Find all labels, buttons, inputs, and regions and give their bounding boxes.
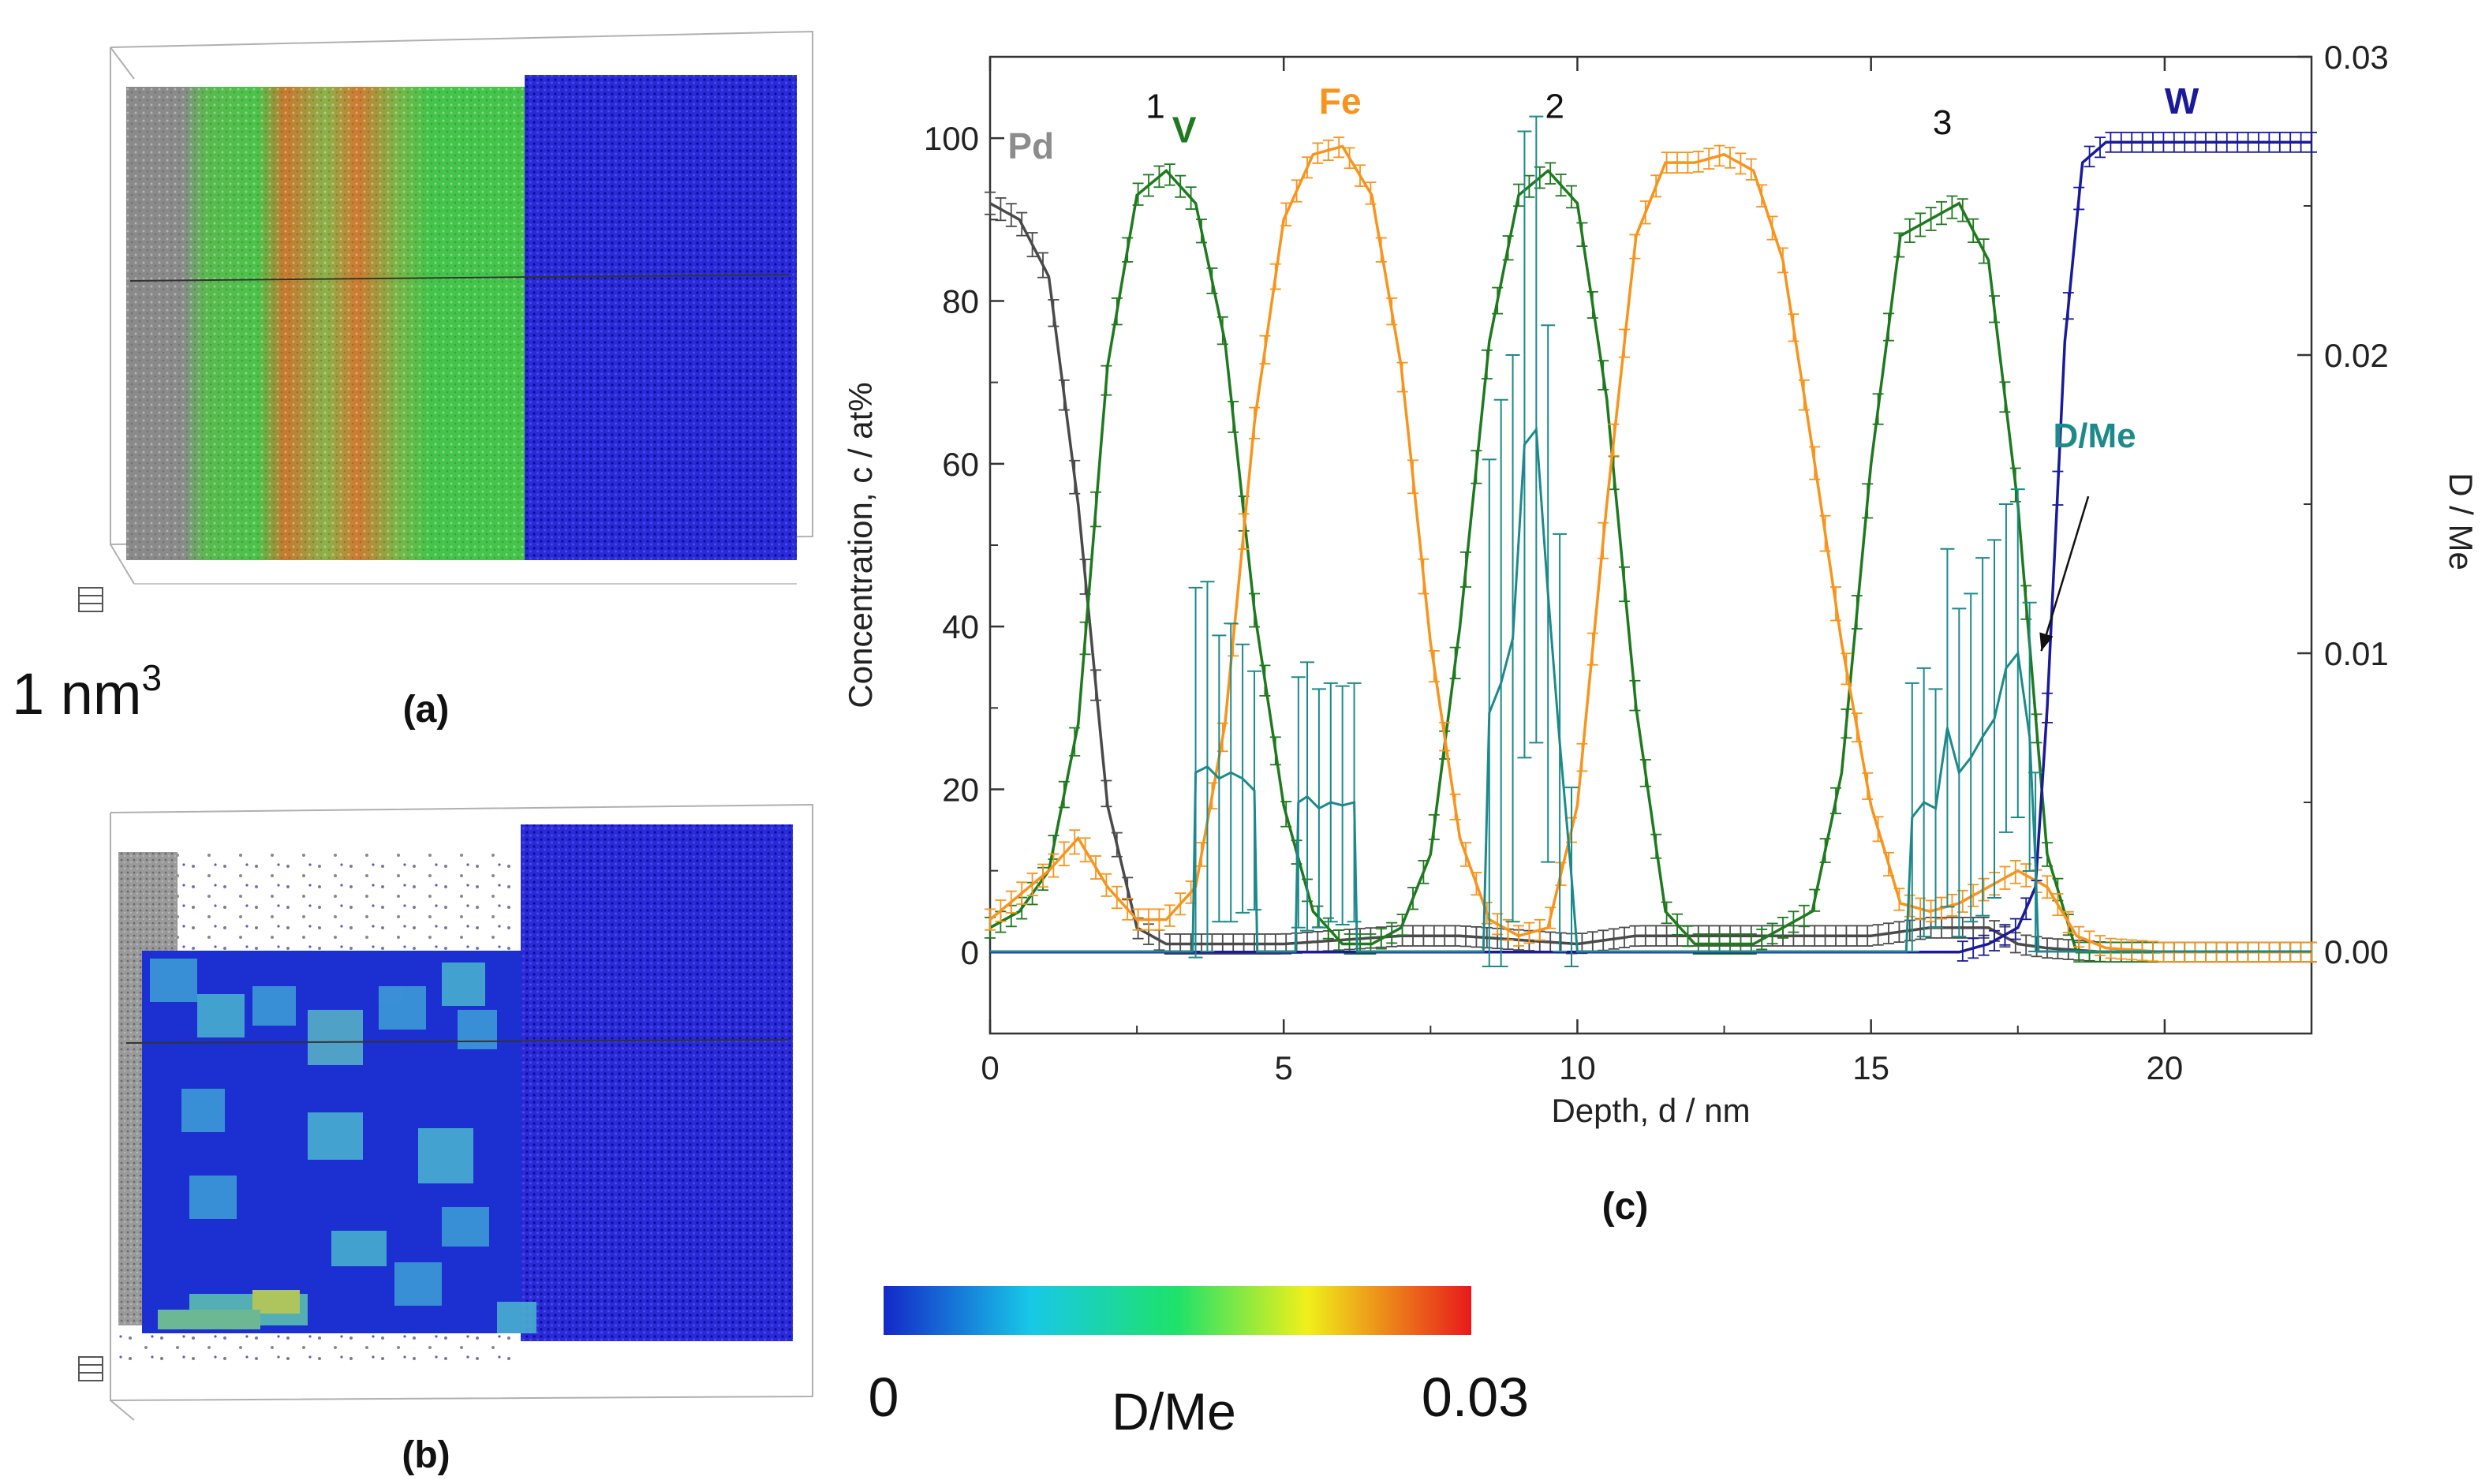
series-fe: [985, 136, 2317, 963]
panel-b-axis-line: [125, 1039, 790, 1044]
dme-hotspot: [308, 1010, 363, 1065]
dme-hotspot: [379, 986, 426, 1030]
y-tick-label: 40: [942, 608, 979, 645]
dme-hotspot: [158, 1310, 260, 1329]
dme-hotspot: [442, 1207, 489, 1247]
panel-a-w-layer: [525, 75, 797, 560]
dme-hotspot: [497, 1302, 536, 1333]
series-line-w: [990, 140, 2311, 954]
panel-b-w-layer: [521, 824, 793, 1341]
y-tick-label: 20: [942, 772, 979, 809]
axes-layer: 0 5 10 15 20 0 20 40 60 80 100 0.00 0.01 0.02 0.03: [924, 39, 2389, 1086]
plot-frame: [988, 55, 2313, 1035]
y-tick-label: 100: [924, 120, 979, 157]
dme-hotspot: [418, 1128, 473, 1183]
series-line-dme: [990, 426, 2311, 953]
layer-annotation-2: 2: [1545, 87, 1564, 125]
series-v: [985, 162, 2317, 963]
panel-label-b: (b): [402, 1434, 450, 1476]
colorbar-max-label: 0.03: [1422, 1366, 1529, 1428]
dme-hotspot: [458, 1010, 497, 1049]
series-d-me: [990, 115, 2311, 967]
panel-a-scale-cube: [78, 587, 103, 612]
panel-a-atom-map: [78, 30, 813, 612]
series-label-w: W: [2165, 80, 2199, 121]
panel-label-c: (c): [1602, 1186, 1649, 1228]
y2-tick-label: 0.02: [2324, 337, 2389, 374]
depth-profile-chart: 0 5 10 15 20 0 20 40 60 80 100 0.00 0.01 0.02 0.03 Dep…: [842, 39, 2480, 1129]
dme-annotation-arrowhead: [2039, 632, 2054, 652]
series-layer: [985, 115, 2317, 967]
series-label-pd: Pd: [1007, 125, 1054, 166]
panel-b-hotspots: [150, 959, 536, 1333]
series-pd: [985, 191, 2317, 963]
x-tick-label: 0: [981, 1049, 999, 1086]
dme-annotation-arrow: [2040, 495, 2090, 652]
colorbar-min-label: 0: [869, 1366, 899, 1428]
panel-a-box-frame: [110, 30, 813, 546]
layer-annotation-1: 1: [1145, 87, 1164, 125]
panel-b-deuterium-map: [78, 803, 813, 1421]
dme-hotspot: [181, 1089, 225, 1132]
panel-b-box-frame: [110, 803, 813, 1402]
y2-axis-label: D / Me: [2442, 473, 2480, 570]
dme-hotspot: [150, 959, 197, 1002]
dme-hotspot: [394, 1262, 442, 1306]
y-tick-label: 0: [961, 934, 979, 971]
panel-a-atom-texture: [126, 87, 525, 560]
dme-hotspot: [252, 986, 296, 1026]
series-line-fe: [988, 144, 2311, 954]
panel-b-scale-cube: [78, 1356, 103, 1381]
dme-hotspot: [442, 963, 485, 1006]
series-line-pd: [989, 202, 2311, 954]
panel-b-box-edge: [110, 1400, 135, 1421]
y-tick-label: 80: [942, 283, 979, 320]
colorbar-gradient: [884, 1286, 1471, 1335]
dme-annotation-label: D/Me: [2053, 417, 2136, 455]
x-tick-label: 15: [1852, 1049, 1889, 1086]
x-axis-label: Depth, d / nm: [1551, 1092, 1750, 1129]
panel-a-box-edge: [110, 47, 135, 80]
layer-annotation-3: 3: [1933, 103, 1952, 142]
panel-label-a: (a): [403, 689, 450, 731]
colorbar-title: D/Me: [1112, 1382, 1236, 1441]
dme-hotspot: [331, 1231, 387, 1266]
dme-hotspot: [308, 1112, 363, 1160]
y-tick-label: 60: [942, 446, 979, 483]
panel-a-box-edge: [110, 544, 135, 585]
series-label-v: V: [1172, 109, 1197, 150]
y2-tick-label: 0.00: [2324, 933, 2389, 970]
y2-tick-label: 0.03: [2324, 39, 2389, 76]
panel-a-axis-line: [129, 274, 790, 282]
x-tick-label: 10: [1559, 1049, 1596, 1086]
dme-hotspot: [189, 1176, 237, 1219]
x-tick-label: 5: [1275, 1049, 1293, 1086]
y-axis-label: Concentration, c / at%: [842, 382, 879, 708]
y2-tick-label: 0.01: [2324, 635, 2389, 672]
dme-hotspot: [197, 994, 245, 1037]
scale-label: 1 nm3: [12, 657, 162, 727]
series-label-fe: Fe: [1319, 80, 1362, 121]
x-tick-label: 20: [2147, 1049, 2184, 1086]
